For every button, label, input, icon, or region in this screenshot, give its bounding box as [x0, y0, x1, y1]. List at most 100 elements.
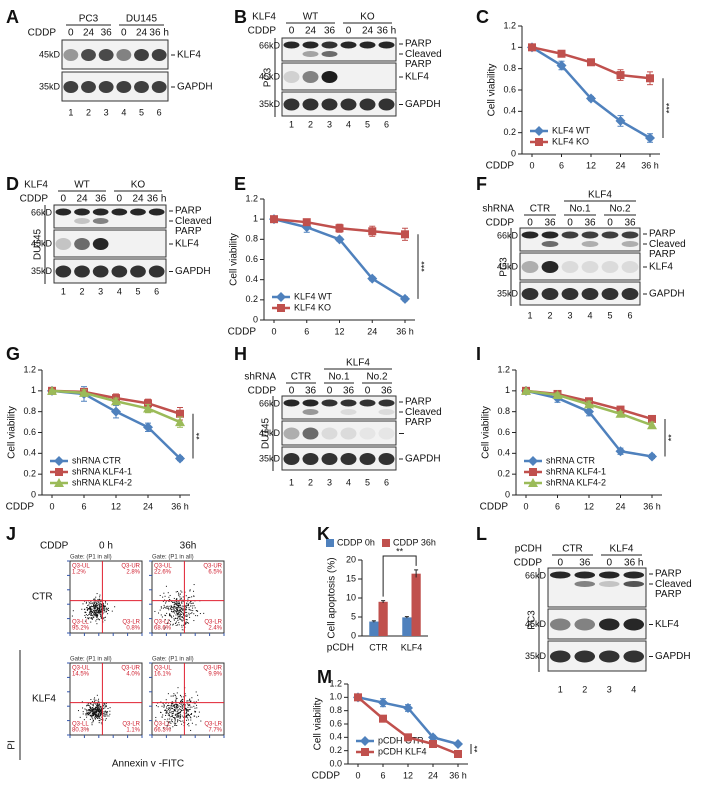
panel-letter: M — [317, 667, 332, 687]
event-dot — [194, 703, 196, 705]
event-dot — [154, 610, 156, 612]
event-dot — [90, 711, 92, 713]
event-dot — [84, 614, 86, 616]
event-dot — [169, 708, 171, 710]
quadrant-percent: 68.6% — [154, 626, 172, 632]
event-dot — [100, 614, 102, 616]
event-dot — [171, 606, 173, 608]
event-dot — [93, 616, 95, 618]
event-dot — [196, 704, 198, 706]
lane-number: 4 — [346, 119, 351, 129]
blot-band — [541, 261, 559, 273]
event-dot — [109, 707, 111, 709]
x-axis-label: CDDP — [486, 161, 515, 172]
event-dot — [176, 601, 178, 603]
event-dot — [91, 722, 93, 724]
event-dot — [82, 603, 84, 605]
event-dot — [162, 596, 164, 598]
event-dot — [97, 711, 99, 713]
event-dot — [114, 606, 116, 608]
event-dot — [100, 606, 102, 608]
data-point — [354, 693, 362, 702]
event-dot — [98, 704, 100, 706]
event-dot — [98, 722, 100, 724]
event-dot — [84, 708, 86, 710]
event-dot — [162, 727, 164, 729]
data-point — [646, 74, 654, 83]
quadrant-percent: 2.8% — [126, 570, 140, 576]
data-point — [645, 133, 655, 143]
x-tick-label: 0 — [523, 501, 528, 511]
event-dot — [100, 603, 102, 605]
event-dot — [93, 606, 95, 608]
event-dot — [179, 610, 181, 612]
legend-label: CDDP 0h — [337, 537, 375, 547]
quadrant-name: Q3-UR — [121, 666, 140, 672]
event-dot — [97, 611, 99, 613]
event-dot — [95, 711, 97, 713]
event-dot — [191, 596, 193, 598]
event-dot — [92, 705, 94, 707]
event-dot — [197, 694, 199, 696]
event-dot — [95, 703, 97, 705]
event-dot — [96, 614, 98, 616]
legend-label: pCDH CTR — [378, 735, 424, 745]
event-dot — [181, 608, 183, 610]
blot-band — [283, 41, 300, 49]
event-dot — [176, 613, 178, 615]
event-dot — [177, 619, 179, 621]
band-label-line: PARP — [649, 249, 676, 260]
event-dot — [100, 710, 102, 712]
event-dot — [166, 711, 168, 713]
event-dot — [94, 716, 96, 718]
event-dot — [90, 614, 92, 616]
panel-letter: D — [6, 174, 19, 194]
event-dot — [181, 707, 183, 709]
event-dot — [166, 725, 168, 727]
event-dot — [170, 606, 172, 608]
blot-band — [148, 208, 165, 216]
event-dot — [92, 709, 94, 711]
legend-label: shRNA KLF4-2 — [72, 477, 132, 487]
event-dot — [167, 704, 169, 706]
quadrant-name: Q3-LL — [154, 722, 171, 728]
legend-label: shRNA KLF4-2 — [546, 477, 606, 487]
event-dot — [105, 602, 107, 604]
blot-band — [621, 231, 639, 239]
event-dot — [175, 604, 177, 606]
lane-number: 3 — [104, 107, 109, 117]
event-dot — [97, 704, 99, 706]
legend-swatch — [326, 539, 334, 547]
data-point — [552, 390, 563, 399]
band-label-line: Cleaved — [405, 407, 444, 418]
event-dot — [165, 585, 167, 587]
event-dot — [93, 601, 95, 603]
dose-label: 24 — [83, 28, 95, 39]
event-dot — [162, 714, 164, 716]
event-dot — [171, 705, 173, 707]
mw-marker: 66kD — [525, 570, 547, 580]
dose-label: 24 — [305, 26, 317, 37]
event-dot — [170, 600, 172, 602]
event-dot — [181, 626, 183, 628]
event-dot — [189, 609, 191, 611]
band-label: KLF4 — [405, 72, 429, 83]
data-point — [401, 230, 409, 239]
event-dot — [86, 712, 88, 714]
event-dot — [182, 609, 184, 611]
blot-band — [55, 238, 72, 250]
cell-line-label: PC3 — [527, 610, 538, 630]
event-dot — [186, 606, 188, 608]
event-dot — [195, 615, 197, 617]
treatment-label: CDDP — [20, 194, 49, 205]
mw-marker: 45kD — [525, 619, 547, 629]
event-dot — [176, 605, 178, 607]
event-dot — [171, 617, 173, 619]
event-dot — [186, 711, 188, 713]
event-dot — [95, 605, 97, 607]
event-dot — [173, 722, 175, 724]
event-dot — [184, 622, 186, 624]
legend-marker — [529, 468, 537, 476]
event-dot — [97, 716, 99, 718]
event-dot — [163, 606, 165, 608]
